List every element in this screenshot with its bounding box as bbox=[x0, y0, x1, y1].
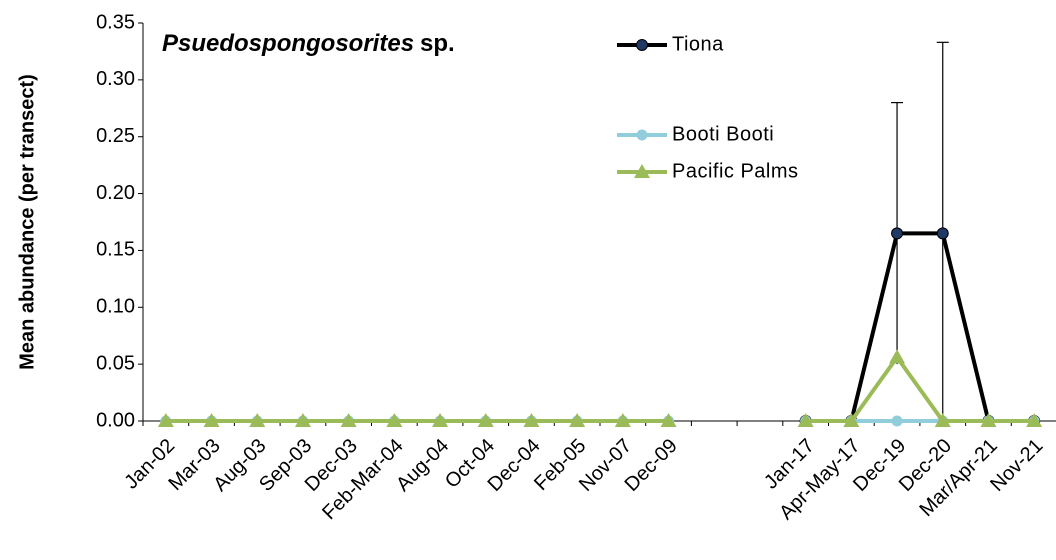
marker bbox=[432, 413, 449, 427]
marker bbox=[843, 413, 860, 427]
y-tick-label: 0.35 bbox=[96, 11, 135, 33]
marker bbox=[936, 227, 949, 240]
marker bbox=[203, 413, 220, 427]
series-line bbox=[805, 231, 1035, 423]
marker bbox=[889, 349, 906, 364]
chart-title: Psuedospongosorites sp. bbox=[162, 30, 455, 57]
y-tick-label: 0.00 bbox=[96, 409, 135, 431]
x-tick-label: Nov-21 bbox=[986, 435, 1047, 496]
title-suffix: sp. bbox=[420, 30, 455, 57]
marker bbox=[891, 415, 903, 427]
y-tick-label: 0.05 bbox=[96, 352, 135, 374]
x-tick-label: Dec-09 bbox=[621, 435, 682, 496]
x-tick-label: Aug-04 bbox=[392, 435, 453, 496]
legend-marker bbox=[634, 164, 650, 178]
marker bbox=[891, 227, 904, 240]
legend-marker bbox=[636, 39, 648, 51]
x-tick-label: Dec-04 bbox=[484, 435, 545, 496]
marker bbox=[1026, 413, 1043, 427]
marker bbox=[660, 413, 677, 427]
y-tick-label: 0.20 bbox=[96, 182, 135, 204]
legend-label: Tiona bbox=[672, 33, 724, 55]
legend-label: Pacific Palms bbox=[672, 160, 799, 182]
marker bbox=[569, 413, 586, 427]
marker bbox=[980, 413, 997, 427]
legend-label: Booti Booti bbox=[672, 123, 774, 145]
y-tick-label: 0.10 bbox=[96, 296, 135, 318]
marker bbox=[340, 413, 357, 427]
marker bbox=[386, 413, 403, 427]
marker bbox=[477, 413, 494, 427]
marker bbox=[523, 413, 540, 427]
marker bbox=[294, 413, 311, 427]
marker bbox=[797, 413, 814, 427]
marker bbox=[249, 413, 266, 427]
marker bbox=[157, 413, 174, 427]
series-line bbox=[165, 355, 1035, 423]
marker bbox=[614, 413, 631, 427]
y-tick-label: 0.25 bbox=[96, 125, 135, 147]
title-genus: Psuedospongosorites bbox=[162, 30, 414, 57]
y-tick-label: 0.30 bbox=[96, 68, 135, 90]
marker bbox=[934, 413, 951, 427]
y-tick-label: 0.15 bbox=[96, 239, 135, 261]
legend-marker bbox=[636, 129, 648, 141]
y-axis-label: Mean abundance (per transect) bbox=[16, 74, 38, 370]
